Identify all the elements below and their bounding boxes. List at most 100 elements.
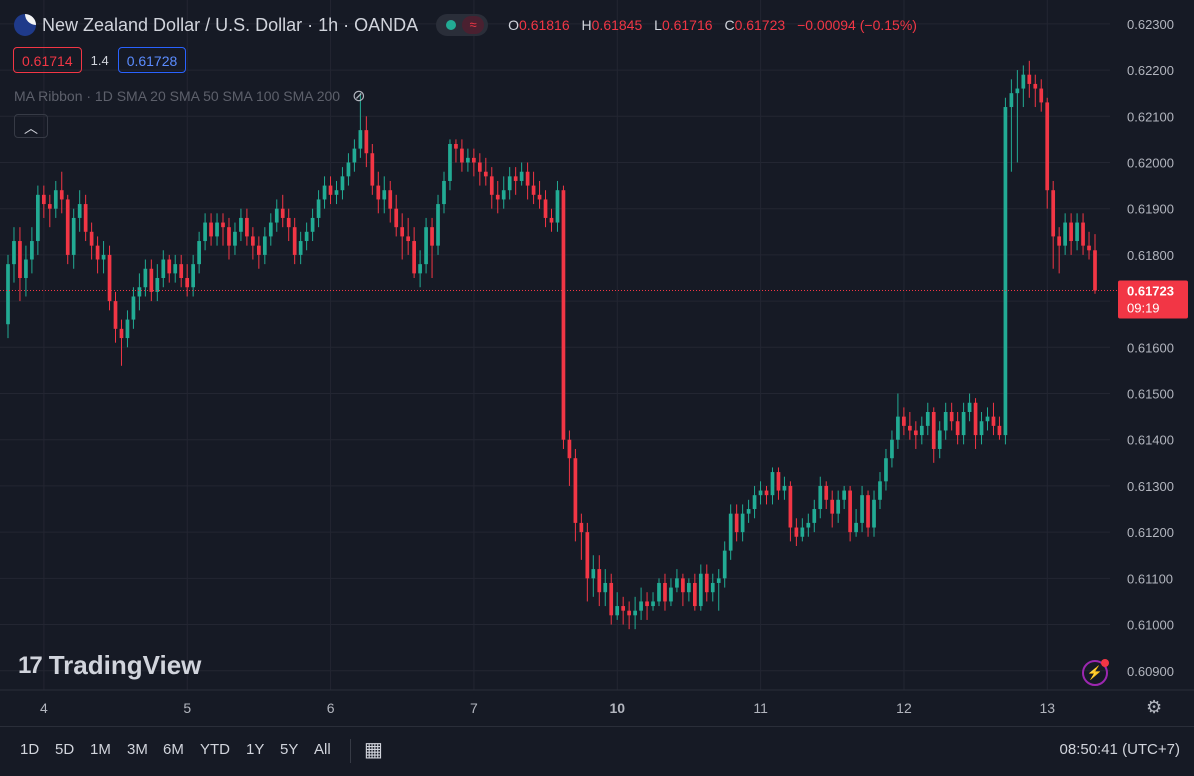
candle-body-up [316,199,321,218]
price-tick-label: 0.61400 [1127,433,1174,448]
candle-body-down [18,241,22,278]
candle-body-up [812,509,817,523]
candle-body-down [430,227,434,246]
candle-body-down [472,157,476,163]
candle-body-down [406,236,411,242]
hidden-eye-icon[interactable]: ⊘ [352,88,366,105]
candle-body-up [669,587,673,602]
candle-body-up [310,217,315,232]
candle-body-down [1069,222,1073,242]
symbol-title[interactable]: New Zealand Dollar / U.S. Dollar · 1h · … [42,14,419,35]
candle-body-down [119,328,124,339]
candle-body-up [161,259,166,278]
candle-body-up [262,236,267,255]
candle-body-down [537,194,542,200]
price-tick-label: 0.61900 [1127,202,1174,217]
close-label: C [724,17,735,33]
ma-ribbon-legend[interactable]: MA Ribbon · 1D SMA 20 SMA 50 SMA 100 SMA… [14,86,365,106]
range-1d-button[interactable]: 1D [20,741,40,758]
candle-body-up [304,231,309,242]
candle-body-up [800,527,805,537]
candle-body-up [448,144,452,181]
price-tick-label: 0.61100 [1127,571,1173,586]
candle-body-down [704,573,709,593]
flash-alert-icon[interactable]: ⚡ [1082,659,1109,686]
candle-body-up [615,606,620,616]
collapse-legend-button[interactable]: ︿ [14,114,48,138]
candle-body-up [322,185,327,200]
candle-body-down [561,190,566,440]
candle-body-down [525,171,530,186]
sell-button[interactable]: 0.61714 [13,47,82,73]
candle-body-down [280,208,285,218]
utc-clock[interactable]: 08:50:41 (UTC+7) [1059,741,1180,758]
candle-body-up [466,157,470,163]
candle-body-up [854,522,858,533]
candle-body-down [949,412,954,422]
candle-body-up [155,278,160,292]
last-price-marker: 0.61723 09:19 [0,280,1188,319]
candle-body-down [1027,74,1032,84]
date-tick-label: 6 [327,700,335,716]
candle-body-up [1063,222,1067,246]
time-axis[interactable]: 4 5 6 7 10 11 12 13 [40,700,1055,716]
last-price-badge [1118,280,1188,319]
candle-body-up [519,171,524,181]
spread-value: 1.4 [90,52,109,68]
candle-body-down [579,522,584,533]
candle-body-up [925,412,930,426]
price-tick-label: 0.60900 [1127,664,1174,679]
candle-body-down [955,421,960,436]
wave-icon[interactable]: ≈ [462,16,485,34]
candle-body-down [227,227,231,246]
candle-body-up [740,513,745,533]
range-ytd-button[interactable]: YTD [200,741,230,758]
range-1m-button[interactable]: 1M [90,741,111,758]
bar-countdown-label: 09:19 [1127,300,1160,315]
buy-button[interactable]: 0.61728 [117,47,187,73]
candle-body-down [83,204,88,232]
candle-body-down [794,527,799,537]
candle-body-up [203,222,207,242]
candle-body-up [346,162,351,177]
candle-body-up [698,573,703,607]
candle-body-up [131,296,136,320]
range-6m-button[interactable]: 6M [163,741,184,758]
price-tick-label: 0.62000 [1127,155,1174,170]
tradingview-logo: 17 TradingView [18,650,201,681]
candle-body-down [460,148,464,163]
price-chart[interactable]: 0.62300 0.62200 0.62100 0.62000 0.61900 0.618… [0,0,1194,726]
go-to-date-calendar-icon[interactable]: ▦ [364,739,383,761]
candle-body-down [543,199,548,218]
chart-background [0,0,1194,726]
price-tick-label: 0.61500 [1127,387,1174,402]
candle-body-up [782,485,787,491]
candle-body-up [101,254,106,260]
price-axis[interactable]: 0.62300 0.62200 0.62100 0.62000 0.61900 0.618… [1127,17,1174,679]
candle-body-down [908,425,912,431]
candle-body-down [364,130,369,154]
candle-body-down [1051,190,1056,237]
change-value: −0.00094 (−0.15%) [797,17,917,33]
candle-body-down [1039,88,1044,103]
settings-gear-icon[interactable]: ⚙ [1146,697,1163,717]
candle-body-up [687,582,691,593]
candle-body-up [591,569,596,579]
candles [6,60,1097,630]
candle-body-up [53,190,58,209]
candle-body-down [95,245,100,260]
range-5d-button[interactable]: 5D [55,741,75,758]
range-5y-button[interactable]: 5Y [280,741,299,758]
date-tick-label: 13 [1040,700,1056,716]
range-3m-button[interactable]: 3M [127,741,148,758]
candle-body-up [137,287,142,297]
candle-body-down [663,582,667,602]
candle-body-down [1093,250,1097,291]
candle-body-up [818,485,823,510]
candle-body-up [340,176,345,191]
candle-body-down [549,217,554,223]
range-all-button[interactable]: All [314,741,331,758]
range-1y-button[interactable]: 1Y [246,741,265,758]
candle-body-up [418,264,422,274]
indicator-status-pill[interactable]: ≈ [436,14,489,36]
